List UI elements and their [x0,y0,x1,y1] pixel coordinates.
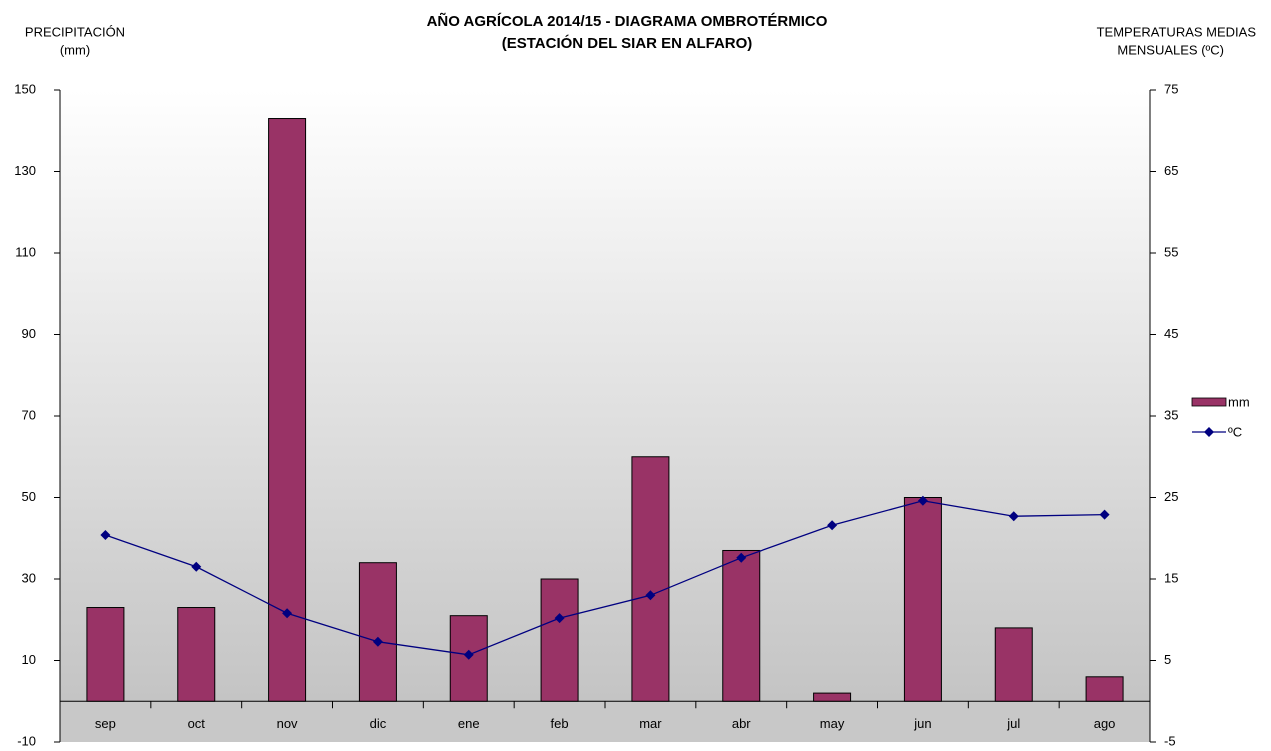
y2-tick-label: 75 [1164,81,1178,96]
bar [177,607,216,702]
y2-tick-label: 65 [1164,163,1178,178]
x-tick-label: jun [913,716,931,731]
legend-label: mm [1228,394,1250,409]
marker [645,590,656,601]
bar [268,118,307,702]
y-tick-label: 110 [15,244,36,259]
y2-axis-title: MENSUALES (ºC) [1117,42,1224,57]
y-tick-label: 10 [22,652,36,667]
y-tick-label: 70 [22,407,36,422]
legend-marker [1204,427,1214,437]
bar [86,607,125,702]
marker [191,561,202,572]
marker [372,636,383,647]
x-tick-label: jul [1006,716,1020,731]
y2-tick-label: -5 [1164,733,1176,748]
x-tick-label: abr [732,716,751,731]
marker [1099,509,1110,520]
y2-tick-label: 55 [1164,244,1178,259]
y-tick-label: 130 [14,163,36,178]
y-tick-label: 30 [22,570,36,585]
legend-swatch [1191,397,1227,407]
x-tick-label: ago [1094,716,1116,731]
marker [463,649,474,660]
marker [100,529,111,540]
plot-background [60,90,1150,742]
bar [722,549,761,702]
legend-label: ºC [1228,424,1242,439]
x-tick-label: ene [458,716,480,731]
y2-tick-label: 25 [1164,489,1178,504]
y-tick-label: 150 [14,81,36,96]
bar [631,456,670,702]
x-tick-label: mar [639,716,662,731]
x-tick-label: oct [188,716,206,731]
x-tick-label: may [820,716,845,731]
x-tick-label: dic [370,716,387,731]
marker [282,608,293,619]
y2-tick-label: 5 [1164,652,1171,667]
bar [540,578,579,702]
bar [903,497,942,702]
y-axis-title: (mm) [60,42,90,57]
y-tick-label: -10 [17,733,36,748]
bar [813,692,852,702]
y-tick-label: 90 [22,326,36,341]
chart-title: AÑO AGRÍCOLA 2014/15 - DIAGRAMA OMBROTÉR… [427,12,828,30]
x-tick-label: feb [551,716,569,731]
marker [736,552,747,563]
marker [1008,511,1019,522]
y-axis-title: PRECIPITACIÓN [25,24,125,39]
line-series [105,500,1105,656]
x-tick-label: sep [95,716,116,731]
bar [1085,676,1124,702]
x-tick-label: nov [277,716,298,731]
y-tick-label: 50 [22,489,36,504]
bar [994,627,1033,702]
y2-tick-label: 45 [1164,326,1178,341]
bar [358,562,397,702]
marker [917,495,928,506]
marker [827,520,838,531]
y2-tick-label: 35 [1164,407,1178,422]
chart-title: (ESTACIÓN DEL SIAR EN ALFARO) [502,34,753,52]
y2-axis-title: TEMPERATURAS MEDIAS [1097,24,1257,39]
marker [554,613,565,624]
y2-tick-label: 15 [1164,570,1178,585]
